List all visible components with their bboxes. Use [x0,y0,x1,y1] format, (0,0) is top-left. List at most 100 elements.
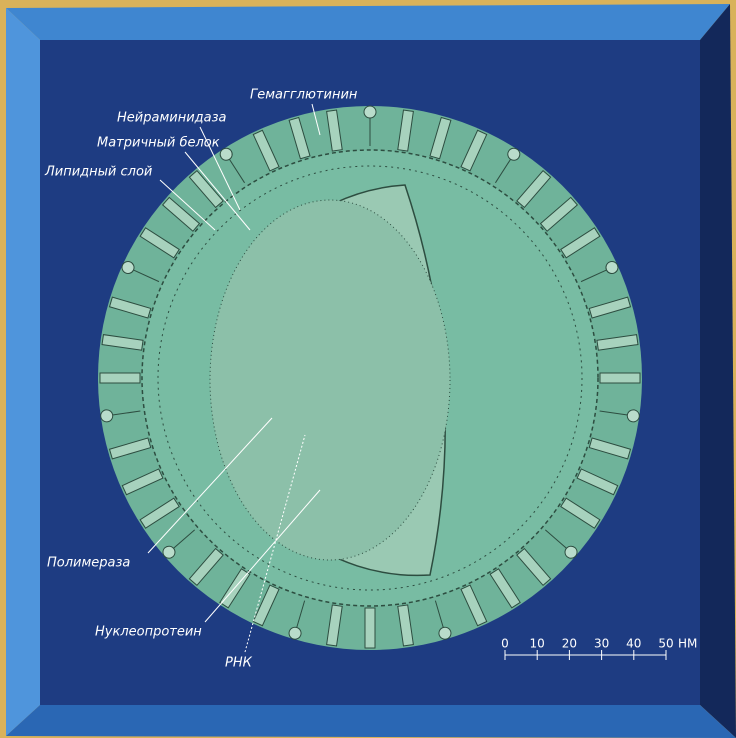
spike [121,468,164,496]
spike-rod [576,468,619,496]
spike [108,296,152,319]
spike [516,169,552,209]
spike-rod [397,604,414,647]
bevel-top [6,4,730,40]
spike [397,604,414,647]
spike-rod [121,468,164,496]
leader-line [159,179,216,231]
spike-rod [460,129,488,172]
spike-rod [108,437,152,460]
spike-rod [588,437,632,460]
spike [599,372,641,384]
scale-tick-label: 50 [658,637,673,651]
spike-stem [171,529,195,550]
spike-rod [596,334,639,351]
spike-stem [545,529,569,550]
spike-stem [599,410,630,416]
spike-rod [489,568,521,609]
spike [108,437,152,460]
spike-head [288,626,302,640]
spike-rod [252,584,280,627]
label: Нейраминидаза [117,111,227,126]
spikes [99,105,641,649]
leader-line [147,417,273,554]
spike-head [605,260,619,274]
spike [588,296,632,319]
spike-stem [131,268,160,283]
spike-head [121,260,135,274]
spike-rod [460,584,488,627]
scale-tick-label: 40 [626,637,641,651]
spike [596,334,639,351]
leader-line [311,103,321,136]
spike-head [564,545,578,559]
spike-rod [516,547,552,587]
label: Матричный белок [97,136,220,151]
leader-line [244,434,306,653]
spike-rod [139,227,180,259]
spike-rod [252,129,280,172]
scale-tick-label: 10 [530,637,545,651]
spike [489,568,521,609]
spike-head [626,409,640,423]
spike-rod [599,372,641,384]
leader-line [184,151,251,231]
spike [560,497,601,529]
bevel-left [6,8,40,736]
spike [397,109,414,152]
spike [364,607,376,649]
spike [576,468,619,496]
spike-rod [397,109,414,152]
spike-stem [580,268,609,283]
spike [139,497,180,529]
spike-stem [227,157,245,184]
spike-rod [588,296,632,319]
spike [99,372,141,384]
spike [252,129,280,172]
spike-head [162,545,176,559]
spike [363,105,377,146]
spike [188,169,224,209]
spike-rod [326,604,343,647]
label: Полимераза [47,556,130,571]
spike [139,227,180,259]
spike-head [100,409,114,423]
spike-rod [188,169,224,209]
spike [460,129,488,172]
spike [326,109,343,152]
spike-head [438,626,452,640]
spike [495,147,521,184]
spike [288,116,311,160]
spike [252,584,280,627]
label: Липидный слой [44,165,152,180]
spike-stem [110,410,141,416]
leader-line [199,126,241,211]
spike [219,147,245,184]
spike-stem [295,600,306,630]
spike-rod [539,196,579,232]
spike [545,529,578,559]
spike-rod [364,607,376,649]
spike [460,584,488,627]
scale-tick-label: 30 [594,637,609,651]
spike [599,409,640,423]
scale-bar: НМ 0 10 20 30 40 50 [501,637,697,660]
spike [516,547,552,587]
spike-head [363,105,377,119]
spike-rod [139,497,180,529]
scale-tick-label: 20 [562,637,577,651]
bevel-right [700,4,736,738]
spike [100,409,141,423]
labels: Гемагглютинин Нейраминидаза Матричный бе… [44,88,358,671]
label: РНК [225,656,253,671]
spike-head [507,147,521,161]
spike-rod [560,227,601,259]
spike [588,437,632,460]
spike-rod [161,196,201,232]
spike [580,260,619,283]
spike-rod [288,116,311,160]
spike-rod [188,547,224,587]
spike-head [219,147,233,161]
spike [560,227,601,259]
